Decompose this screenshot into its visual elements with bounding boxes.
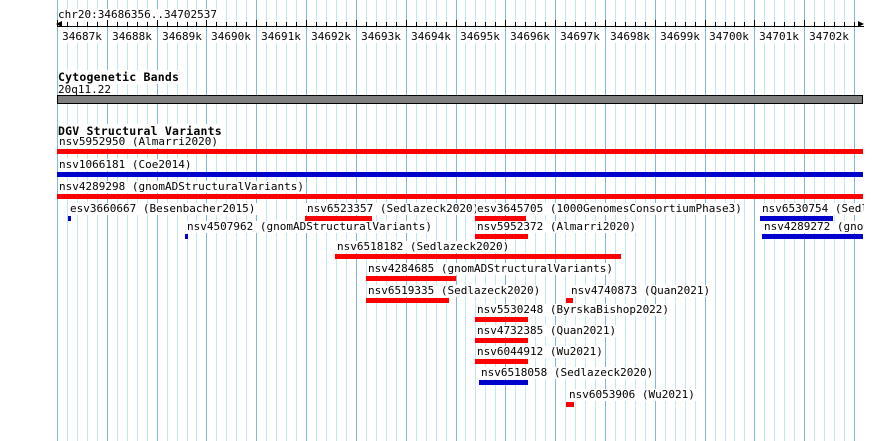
ruler-tick-label: 34693k	[360, 30, 402, 43]
variant-label[interactable]: nsv4289272 (gnomADStructuralVariants)	[763, 221, 890, 233]
ruler-tick-label: 34692k	[310, 30, 352, 43]
variant-label[interactable]: nsv4732385 (Quan2021)	[476, 324, 619, 337]
ruler-tick-label: 34699k	[659, 30, 701, 43]
cytoband-label: 20q11.22	[58, 83, 113, 96]
coordinate-readout: chr20:34686356..34702537	[58, 8, 219, 21]
ruler-tick-label: 34691k	[260, 30, 302, 43]
variant-label[interactable]: nsv6519335 (Sedlazeck2020)	[367, 284, 543, 297]
variant-bar[interactable]	[68, 216, 71, 221]
variant-bar[interactable]	[335, 254, 621, 259]
ruler-tick-label: 34688k	[111, 30, 153, 43]
variant-label[interactable]: nsv4284685 (gnomADStructuralVariants)	[367, 262, 616, 275]
variant-bar[interactable]	[566, 402, 574, 407]
variant-label[interactable]: nsv6053906 (Wu2021)	[568, 388, 697, 401]
ruler-axis-line	[58, 26, 864, 27]
variant-label[interactable]: nsv5952950 (Almarri2020)	[58, 135, 220, 148]
variant-label[interactable]: nsv1066181 (Coe2014)	[58, 158, 194, 171]
variant-bar[interactable]	[475, 317, 528, 322]
right-margin-mask	[864, 0, 890, 441]
dgv-structural-variants-title: DGV Structural Variants	[58, 124, 225, 138]
variant-label[interactable]: nsv4289298 (gnomADStructuralVariants)	[58, 180, 307, 193]
ruler-right-arrow-icon[interactable]	[858, 21, 864, 27]
variant-label[interactable]: nsv5952372 (Almarri2020)	[476, 220, 638, 233]
variant-bar[interactable]	[566, 298, 573, 303]
variant-bar[interactable]	[185, 234, 188, 239]
variant-label[interactable]: nsv4507962 (gnomADStructuralVariants)	[186, 220, 435, 233]
ruler-left-arrow-icon[interactable]	[56, 21, 62, 27]
ruler-tick-label: 34696k	[509, 30, 551, 43]
variant-label[interactable]: nsv6518182 (Sedlazeck2020)	[336, 240, 512, 253]
variant-bar[interactable]	[762, 234, 863, 239]
coordinate-ruler[interactable]: chr20:34686356..34702537 34687k 34688k 346…	[0, 0, 890, 48]
variant-label[interactable]: nsv6044912 (Wu2021)	[476, 345, 605, 358]
variant-label[interactable]: esv3660667 (Besenbacher2015)	[69, 202, 258, 215]
variant-label[interactable]: nsv6518058 (Sedlazeck2020)	[480, 366, 656, 379]
variant-bar[interactable]	[760, 216, 833, 221]
ruler-tick-label: 34697k	[559, 30, 601, 43]
ruler-tick-label: 34701k	[758, 30, 800, 43]
variant-bar[interactable]	[57, 172, 863, 177]
variant-bar[interactable]	[57, 149, 863, 154]
variant-bar[interactable]	[475, 338, 528, 343]
ruler-tick-label: 34687k	[61, 30, 103, 43]
ruler-tick-label: 34694k	[410, 30, 452, 43]
variant-label[interactable]: nsv4740873 (Quan2021)	[570, 284, 713, 297]
variant-bar[interactable]	[305, 216, 372, 221]
cytoband-bar[interactable]	[57, 95, 863, 104]
variant-label[interactable]: nsv5530248 (ByrskaBishop2022)	[476, 303, 672, 316]
ruler-tick-label: 34700k	[708, 30, 750, 43]
variant-bar[interactable]	[57, 194, 863, 199]
variant-label[interactable]: nsv6530754 (Sedlazeck2020)	[761, 203, 890, 215]
variant-bar[interactable]	[366, 276, 456, 281]
variant-bar[interactable]	[366, 298, 449, 303]
variant-bar[interactable]	[475, 216, 526, 221]
ruler-tick-label: 34690k	[210, 30, 252, 43]
cytogenetic-bands-title: Cytogenetic Bands	[58, 70, 183, 84]
ruler-tick-label: 34702k	[808, 30, 850, 43]
variant-bar[interactable]	[475, 359, 528, 364]
variant-bar[interactable]	[479, 380, 528, 385]
variant-label[interactable]: esv3645705 (1000GenomesConsortiumPhase3)	[476, 202, 744, 215]
variant-label[interactable]: nsv6523357 (Sedlazeck2020)	[306, 202, 482, 215]
ruler-tick-label: 34698k	[609, 30, 651, 43]
variant-bar[interactable]	[475, 234, 528, 239]
ruler-tick-label: 34695k	[459, 30, 501, 43]
ruler-tick-label: 34689k	[161, 30, 203, 43]
